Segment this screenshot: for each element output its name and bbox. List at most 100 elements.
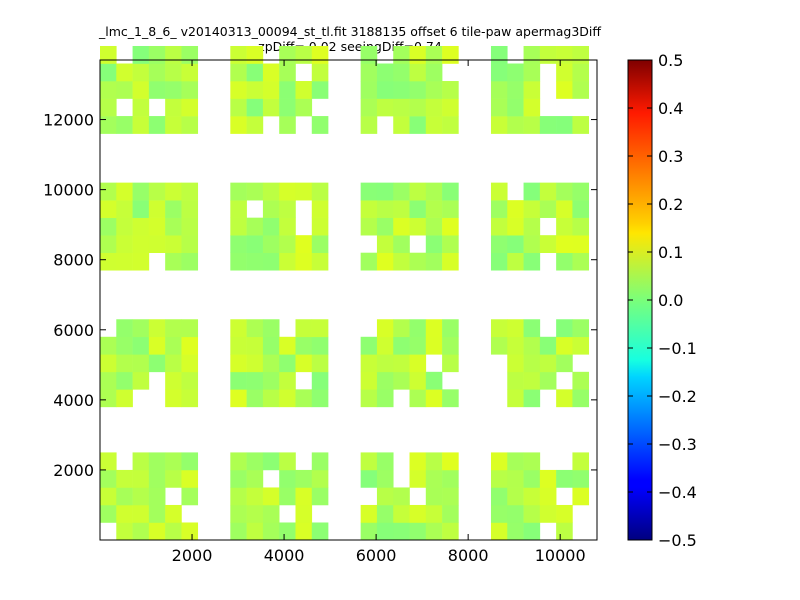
- heatmap-cell: [425, 200, 443, 218]
- heatmap-cell: [230, 469, 247, 488]
- heatmap-cell: [181, 371, 199, 390]
- heatmap-cell: [393, 252, 410, 271]
- heatmap-cell: [181, 252, 199, 271]
- heatmap-cell: [556, 336, 573, 355]
- heatmap-cell: [425, 336, 443, 355]
- heatmap-cell: [409, 319, 427, 338]
- heatmap-cell: [556, 252, 573, 271]
- heatmap-cell: [523, 252, 541, 271]
- heatmap-cell: [393, 235, 410, 253]
- heatmap-cell: [572, 235, 590, 253]
- heatmap-cell: [490, 469, 508, 488]
- heatmap-cell: [490, 63, 508, 82]
- heatmap-cell: [246, 182, 264, 201]
- heatmap-cell: [100, 235, 117, 253]
- x-axis: 2000 4000 6000 8000 10000: [172, 60, 586, 565]
- heatmap-cell: [556, 319, 573, 338]
- heatmap-cell: [116, 252, 133, 271]
- heatmap-cell: [246, 116, 264, 134]
- heatmap-cell: [507, 504, 524, 523]
- heatmap-cell: [442, 98, 459, 117]
- heatmap-cell: [246, 371, 264, 390]
- heatmap-cell: [295, 389, 313, 408]
- heatmap-cell: [360, 200, 378, 218]
- heatmap-cell: [165, 469, 182, 488]
- colorbar-axis: 0.5 0.4 0.3 0.2 0.1 0.0 −0.1 −0.2 −0.3 −0.4 −0.5: [628, 51, 697, 550]
- heatmap-cell: [148, 63, 166, 82]
- heatmap-cell: [409, 389, 427, 408]
- heatmap-cell: [523, 98, 541, 117]
- heatmap-cell: [360, 252, 378, 271]
- heatmap-cell: [181, 336, 199, 355]
- heatmap-cell: [539, 235, 557, 253]
- heatmap-cell: [523, 371, 541, 390]
- heatmap-cell: [311, 336, 329, 355]
- heatmap-cell: [556, 389, 573, 408]
- heatmap-cell: [246, 252, 264, 271]
- heatmap-cell: [507, 98, 524, 117]
- heatmap-cell: [393, 217, 410, 236]
- heatmap-cell: [116, 63, 133, 82]
- heatmap-cell: [523, 336, 541, 355]
- heatmap-cell: [572, 487, 590, 506]
- heatmap-cell: [100, 371, 117, 390]
- heatmap-cell: [409, 469, 427, 488]
- heatmap-cell: [442, 469, 459, 488]
- heatmap-cell: [279, 182, 296, 201]
- heatmap-cell: [523, 389, 541, 408]
- heatmap-cell: [311, 45, 329, 64]
- heatmap-cell: [148, 81, 166, 99]
- heatmap-cell: [409, 371, 427, 390]
- heatmap-cell: [523, 217, 541, 236]
- heatmap-cell: [230, 182, 247, 201]
- heatmap-cell: [507, 452, 524, 471]
- heatmap-cell: [181, 200, 199, 218]
- heatmap-cell: [442, 45, 459, 64]
- heatmap-cell: [490, 522, 508, 541]
- heatmap-cell: [523, 45, 541, 64]
- heatmap-cell: [181, 319, 199, 338]
- heatmap-cell: [523, 200, 541, 218]
- heatmap-cell: [132, 116, 150, 134]
- heatmap-cell: [360, 217, 378, 236]
- heatmap-cell: [100, 354, 117, 373]
- colorbar-tick-label: 0.4: [658, 99, 683, 118]
- heatmap-cell: [376, 469, 394, 488]
- heatmap-cell: [262, 98, 280, 117]
- heatmap-cell: [165, 182, 182, 201]
- heatmap-cell: [376, 522, 394, 541]
- heatmap-cell: [132, 504, 150, 523]
- heatmap-cell: [295, 252, 313, 271]
- heatmap-cell: [230, 389, 247, 408]
- heatmap-cell: [165, 217, 182, 236]
- heatmap-cell: [148, 487, 166, 506]
- heatmap-cell: [181, 469, 199, 488]
- heatmap-cell: [262, 522, 280, 541]
- heatmap-cell: [230, 354, 247, 373]
- heatmap-cell: [360, 452, 378, 471]
- heatmap-cell: [116, 522, 133, 541]
- colorbar-tick-label: 0.1: [658, 243, 683, 262]
- heatmap-cell: [393, 200, 410, 218]
- heatmap-cell: [311, 319, 329, 338]
- heatmap-cell: [230, 371, 247, 390]
- heatmap-cell: [230, 235, 247, 253]
- heatmap-cell: [442, 487, 459, 506]
- heatmap-cell: [132, 200, 150, 218]
- heatmap-cell: [490, 487, 508, 506]
- heatmap-cell: [556, 522, 573, 541]
- heatmap-cell: [262, 504, 280, 523]
- heatmap-cell: [246, 487, 264, 506]
- heatmap-cell: [100, 487, 117, 506]
- heatmap-cell: [311, 182, 329, 201]
- heatmap-cell: [181, 389, 199, 408]
- heatmap-cell: [409, 522, 427, 541]
- heatmap-cell: [230, 217, 247, 236]
- heatmap-cell: [425, 452, 443, 471]
- heatmap-cell: [100, 389, 117, 408]
- heatmap-cell: [246, 354, 264, 373]
- heatmap-cell: [409, 116, 427, 134]
- heatmap-cell: [490, 98, 508, 117]
- heatmap-cell: [556, 469, 573, 488]
- heatmap-cell: [246, 522, 264, 541]
